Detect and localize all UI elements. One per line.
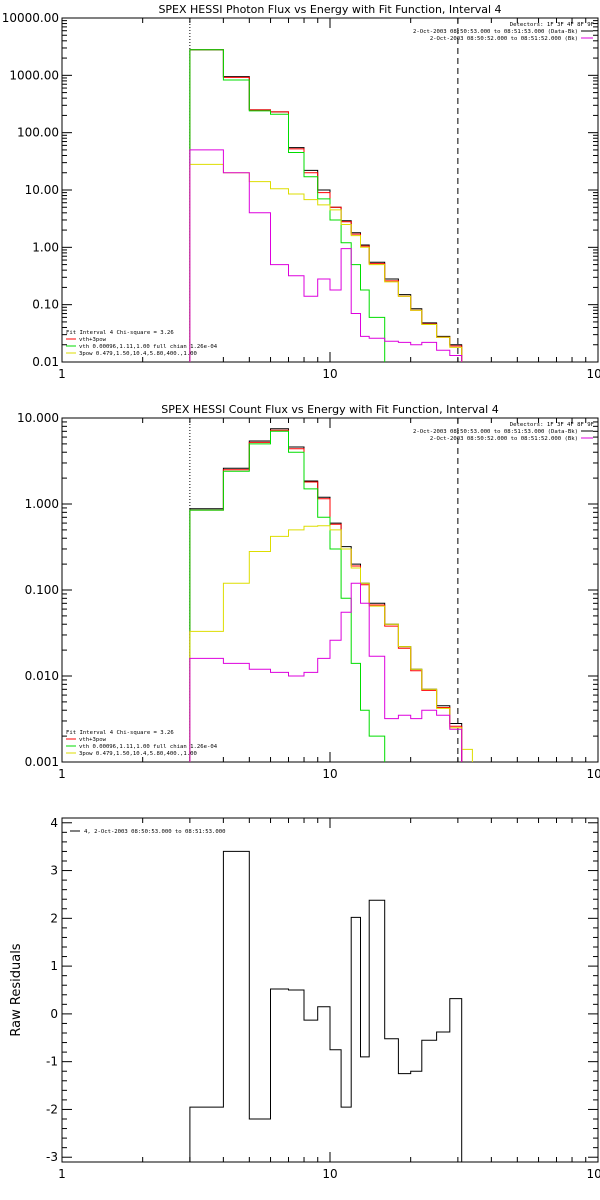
x-tick-label: 10 [322,1167,337,1181]
y-tick-label: 0.001 [25,755,59,769]
legend-left-text: vth+3pow [79,737,107,743]
series-4-histogram [189,525,473,762]
series-5-histogram [189,582,463,762]
legend-left-text: Fit Interval 4 Chi-square = 3.26 [66,730,174,736]
x-tick-label: 10 [322,367,337,381]
x-tick-label: 100 [587,367,600,381]
series-1-histogram [189,428,463,762]
chart-3: 1 10 100 -3 -2 -1 0 1 2 3 4 Raw Residuals 4, 2-Oct-2… [9,816,600,1181]
legend-left-text: 3pow 0.479,1.50,10.4,5.80,400.,1.00 [79,351,197,357]
y-tick-label: 0 [50,1007,58,1021]
legend-left-text: vth 0.00096,1.11,1.00 full chian 1.26e-0… [79,344,218,350]
y-tick-label: 10000.00 [2,11,59,25]
y-tick-label: 0.01 [32,355,59,369]
plot-frame [61,417,599,763]
y-tick-label: -1 [46,1055,58,1069]
y-tick-label: 10.00 [25,183,59,197]
legend-right-text: Detectors: 1F 3F 4F 8F 9F [510,22,595,28]
y-tick-label: 4 [50,816,58,830]
series-group [189,428,473,762]
legend-right-text: 2-Oct-2003 08:50:52.000 to 08:51:52.000 … [430,436,578,442]
x-tick-label: 1 [58,367,66,381]
legend-right-text: Detectors: 1F 3F 4F 8F 9F [510,422,595,428]
chart-title: SPEX HESSI Count Flux vs Energy with Fit… [161,403,498,416]
chart-1: SPEX HESSI Photon Flux vs Energy with Fi… [2,3,600,381]
y-tick-label: 10.000 [17,411,59,425]
y-tick-label: 1 [50,959,58,973]
legend-left-text: Fit Interval 4 Chi-square = 3.26 [66,330,174,336]
y-tick-label: 2 [50,911,58,925]
series-group [189,49,463,362]
x-tick-label: 10 [322,767,337,781]
series-4-histogram [189,163,463,362]
x-tick-label: 1 [58,1167,66,1181]
y-tick-label: 0.100 [25,583,59,597]
x-tick-label: 100 [587,767,600,781]
series-3-histogram [189,430,386,762]
chart-title: SPEX HESSI Photon Flux vs Energy with Fi… [158,3,501,16]
legend-left-text: vth 0.00096,1.11,1.00 full chian 1.26e-0… [79,744,218,750]
plot-frame [61,817,599,1163]
legend-left-text: vth+3pow [79,337,107,343]
y-tick-label: 0.010 [25,669,59,683]
y-tick-label: 0.10 [32,298,59,312]
series-2-histogram [189,429,463,762]
chart-2: SPEX HESSI Count Flux vs Energy with Fit… [17,403,600,781]
series-3-histogram [189,49,386,362]
series-5-histogram [189,149,463,362]
y-tick-label: 1.00 [32,240,59,254]
y-tick-label: -3 [46,1150,58,1164]
legend-right-text: 2-Oct-2003 08:50:52.000 to 08:51:52.000 … [430,36,578,42]
y-tick-label: 1.000 [25,497,59,511]
x-tick-label: 1 [58,767,66,781]
y-tick-label: 3 [50,864,58,878]
legend-left-text: 3pow 0.479,1.50,10.4,5.80,400.,1.00 [79,751,197,757]
series-group [189,850,463,1162]
y-tick-label: 1000.00 [9,68,59,82]
legend-right-text: 2-Oct-2003 08:50:53.000 to 08:51:53.000 … [413,29,578,35]
y-tick-label: -2 [46,1102,58,1116]
series-1-histogram [189,49,463,362]
y-axis-label: Raw Residuals [9,943,24,1036]
series-1-histogram [189,850,463,1162]
series-2-histogram [189,49,463,362]
y-tick-label: 100.00 [17,126,59,140]
legend-right-text: 2-Oct-2003 08:50:53.000 to 08:51:53.000 … [413,429,578,435]
legend-left-text: 4, 2-Oct-2003 08:50:53.000 to 08:51:53.0… [84,829,225,835]
x-tick-label: 100 [587,1167,600,1181]
